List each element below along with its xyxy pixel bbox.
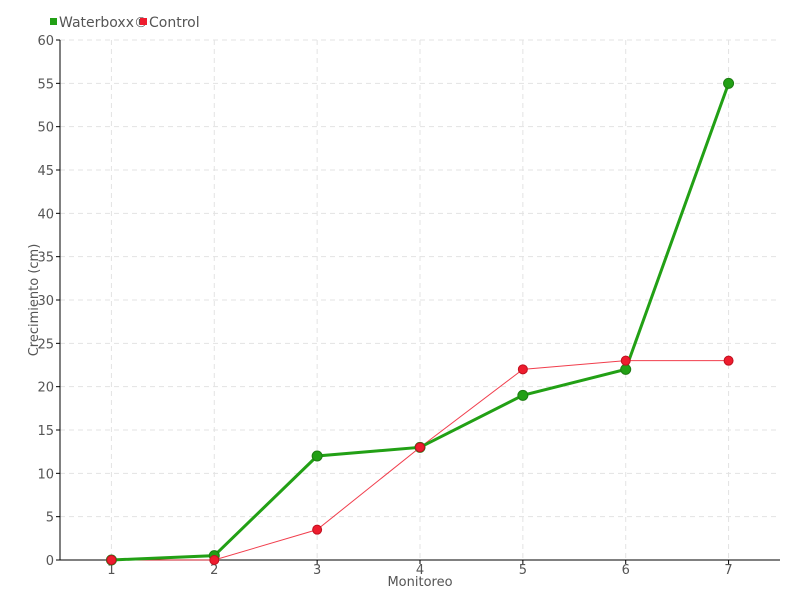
y-tick-label: 5	[46, 511, 54, 526]
y-tick-label: 0	[46, 554, 54, 569]
y-tick-label: 40	[37, 207, 54, 222]
y-axis-label: Crecimiento (cm)	[27, 244, 42, 357]
data-point-waterboxx	[620, 363, 632, 375]
y-tick-label: 45	[37, 164, 54, 179]
data-point-control	[106, 555, 117, 565]
legend: Waterboxx® Control	[50, 15, 200, 31]
legend-label-waterboxx: Waterboxx®	[59, 15, 148, 31]
x-tick-label: 5	[519, 563, 527, 578]
data-point-control	[415, 442, 425, 453]
x-tick-label: 6	[622, 563, 630, 578]
data-point-control	[209, 555, 220, 565]
x-tick-label: 1	[107, 563, 115, 578]
data-point-control	[312, 524, 323, 535]
x-axis-label: Monitoreo	[387, 575, 452, 590]
data-point-waterboxx	[517, 389, 529, 401]
series-layer	[105, 77, 735, 566]
y-tick-label: 10	[37, 467, 54, 482]
y-tick-label: 25	[37, 337, 54, 352]
legend-label-control: Control	[149, 15, 200, 31]
legend-swatch-control	[140, 18, 147, 25]
x-tick-label: 3	[313, 563, 321, 578]
y-tick-label: 15	[37, 424, 54, 439]
data-point-control	[517, 364, 528, 375]
data-point-waterboxx	[311, 450, 323, 462]
x-tick-label: 7	[724, 563, 732, 578]
y-tick-label: 50	[37, 121, 54, 136]
x-tick-label: 2	[210, 563, 218, 578]
y-tick-label: 35	[37, 251, 54, 266]
y-tick-label: 60	[37, 34, 54, 49]
x-tick-label: 4	[416, 563, 424, 578]
legend-swatch-waterboxx	[50, 18, 57, 25]
data-point-control	[723, 355, 734, 366]
y-tick-label: 30	[37, 294, 54, 309]
y-tick-label: 20	[37, 381, 54, 396]
data-point-waterboxx	[723, 77, 735, 89]
gridlines	[60, 39, 780, 560]
y-tick-label: 55	[37, 77, 54, 92]
data-point-control	[620, 355, 631, 366]
